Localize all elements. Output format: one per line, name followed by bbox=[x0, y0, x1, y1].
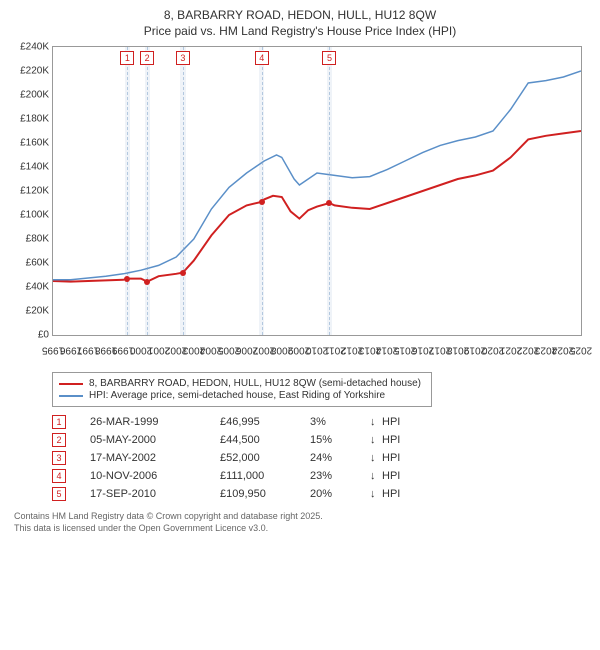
transaction-num: 5 bbox=[52, 487, 66, 501]
transaction-price: £109,950 bbox=[220, 488, 310, 500]
legend-box: 8, BARBARRY ROAD, HEDON, HULL, HU12 8QW … bbox=[52, 372, 432, 407]
transaction-row: 4 10-NOV-2006£111,00023%↓HPI bbox=[52, 469, 590, 483]
transaction-num: 1 bbox=[52, 415, 66, 429]
series-property bbox=[53, 131, 581, 282]
transaction-dot bbox=[180, 270, 186, 276]
transaction-marker: 1 bbox=[120, 51, 134, 65]
x-tick-label: 2025 bbox=[570, 345, 592, 356]
y-tick-label: £220K bbox=[20, 66, 49, 77]
y-tick-label: £40K bbox=[26, 282, 49, 293]
legend-swatch bbox=[59, 383, 83, 385]
transaction-date: 10-NOV-2006 bbox=[90, 470, 220, 482]
transaction-dot bbox=[259, 199, 265, 205]
y-tick-label: £140K bbox=[20, 162, 49, 173]
transaction-row: 1 26-MAR-1999£46,9953%↓HPI bbox=[52, 415, 590, 429]
transaction-price: £52,000 bbox=[220, 452, 310, 464]
transaction-marker: 3 bbox=[176, 51, 190, 65]
transaction-price: £46,995 bbox=[220, 416, 310, 428]
transaction-pct: 3% bbox=[310, 416, 370, 428]
transaction-row: 3 17-MAY-2002£52,00024%↓HPI bbox=[52, 451, 590, 465]
transaction-pct: 24% bbox=[310, 452, 370, 464]
down-arrow-icon: ↓ bbox=[370, 416, 382, 428]
y-tick-label: £0 bbox=[38, 330, 49, 341]
legend-label: 8, BARBARRY ROAD, HEDON, HULL, HU12 8QW … bbox=[89, 378, 421, 389]
transaction-dot bbox=[144, 279, 150, 285]
transaction-row: 2 05-MAY-2000£44,50015%↓HPI bbox=[52, 433, 590, 447]
transaction-marker: 5 bbox=[322, 51, 336, 65]
transaction-price: £111,000 bbox=[220, 470, 310, 482]
y-tick-label: £120K bbox=[20, 186, 49, 197]
transaction-band bbox=[125, 47, 130, 335]
transaction-pct: 20% bbox=[310, 488, 370, 500]
line-svg bbox=[53, 47, 581, 335]
transaction-vs: HPI bbox=[382, 452, 400, 464]
transaction-band bbox=[327, 47, 332, 335]
transaction-dot bbox=[326, 200, 332, 206]
legend-label: HPI: Average price, semi-detached house,… bbox=[89, 390, 385, 401]
down-arrow-icon: ↓ bbox=[370, 452, 382, 464]
transaction-vs: HPI bbox=[382, 434, 400, 446]
transaction-band bbox=[259, 47, 264, 335]
footer-attribution: Contains HM Land Registry data © Crown c… bbox=[14, 511, 590, 534]
chart-area: £0£20K£40K£60K£80K£100K£120K£140K£160K£1… bbox=[52, 46, 582, 366]
y-tick-label: £160K bbox=[20, 138, 49, 149]
series-hpi bbox=[53, 71, 581, 280]
transaction-pct: 23% bbox=[310, 470, 370, 482]
transaction-vs: HPI bbox=[382, 416, 400, 428]
transaction-date: 17-MAY-2002 bbox=[90, 452, 220, 464]
transaction-pct: 15% bbox=[310, 434, 370, 446]
plot-region: £0£20K£40K£60K£80K£100K£120K£140K£160K£1… bbox=[52, 46, 582, 336]
transaction-date: 17-SEP-2010 bbox=[90, 488, 220, 500]
chart-title: 8, BARBARRY ROAD, HEDON, HULL, HU12 8QW bbox=[10, 8, 590, 22]
transaction-num: 4 bbox=[52, 469, 66, 483]
transaction-vs: HPI bbox=[382, 488, 400, 500]
transaction-row: 5 17-SEP-2010£109,95020%↓HPI bbox=[52, 487, 590, 501]
transaction-num: 3 bbox=[52, 451, 66, 465]
legend-item: 8, BARBARRY ROAD, HEDON, HULL, HU12 8QW … bbox=[59, 378, 425, 389]
transaction-dot bbox=[124, 276, 130, 282]
transaction-date: 26-MAR-1999 bbox=[90, 416, 220, 428]
transaction-num: 2 bbox=[52, 433, 66, 447]
y-tick-label: £180K bbox=[20, 114, 49, 125]
down-arrow-icon: ↓ bbox=[370, 488, 382, 500]
transaction-price: £44,500 bbox=[220, 434, 310, 446]
transaction-date: 05-MAY-2000 bbox=[90, 434, 220, 446]
y-tick-label: £60K bbox=[26, 258, 49, 269]
transaction-band bbox=[145, 47, 150, 335]
chart-subtitle: Price paid vs. HM Land Registry's House … bbox=[10, 24, 590, 38]
transaction-marker: 4 bbox=[255, 51, 269, 65]
down-arrow-icon: ↓ bbox=[370, 434, 382, 446]
y-tick-label: £200K bbox=[20, 90, 49, 101]
legend-item: HPI: Average price, semi-detached house,… bbox=[59, 390, 425, 401]
transaction-vs: HPI bbox=[382, 470, 400, 482]
transaction-marker: 2 bbox=[140, 51, 154, 65]
down-arrow-icon: ↓ bbox=[370, 470, 382, 482]
y-tick-label: £20K bbox=[26, 306, 49, 317]
y-tick-label: £80K bbox=[26, 234, 49, 245]
transaction-band bbox=[180, 47, 185, 335]
legend-swatch bbox=[59, 395, 83, 397]
y-tick-label: £240K bbox=[20, 42, 49, 53]
y-tick-label: £100K bbox=[20, 210, 49, 221]
footer-line2: This data is licensed under the Open Gov… bbox=[14, 523, 590, 535]
transactions-table: 126-MAR-1999£46,9953%↓HPI205-MAY-2000£44… bbox=[52, 415, 590, 501]
footer-line1: Contains HM Land Registry data © Crown c… bbox=[14, 511, 590, 523]
